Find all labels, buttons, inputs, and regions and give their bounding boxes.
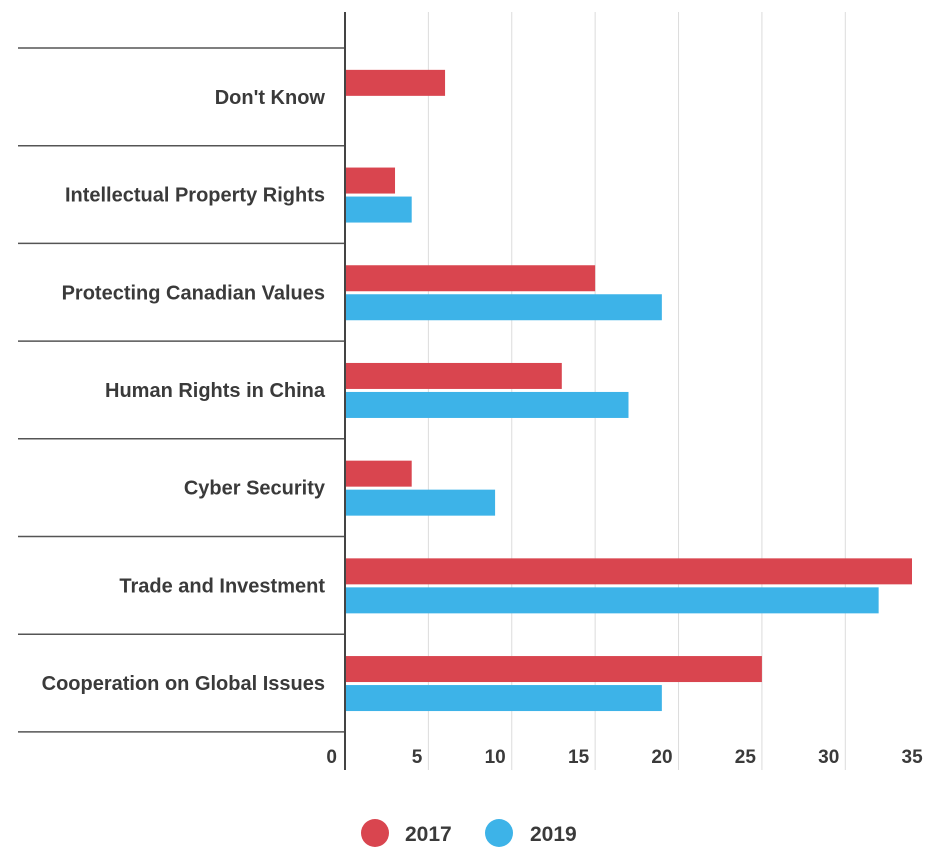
gridlines (427, 12, 846, 770)
category-labels: Don't Know Intellectual Property Rights Pr… (42, 87, 326, 695)
x-tick-label: 20 (651, 747, 672, 768)
category-separators (18, 47, 345, 733)
legend-label-2017: 2017 (405, 823, 452, 846)
x-tick-label: 35 (902, 747, 924, 768)
x-tick-label: 15 (568, 747, 590, 768)
category-label: Protecting Canadian Values (62, 282, 325, 304)
category-label: Cooperation on Global Issues (42, 673, 325, 695)
bar-2019 (345, 489, 496, 516)
x-tick-label: 5 (412, 747, 423, 768)
bar-2019 (345, 587, 879, 614)
legend-marker-2017 (361, 819, 389, 847)
legend-label-2019: 2019 (530, 823, 577, 846)
bar-2017 (345, 558, 912, 585)
x-tick-labels: 0 5 10 15 20 25 30 35 (326, 747, 923, 768)
bar-2017 (345, 265, 596, 292)
bar-2017 (345, 69, 446, 96)
bar-2019 (345, 685, 662, 712)
legend: 2017 2019 (361, 819, 577, 847)
bar-2017 (345, 167, 396, 194)
bar-2019 (345, 196, 412, 223)
bar-2017 (345, 362, 562, 389)
bar-2017 (345, 656, 762, 683)
bar-2017 (345, 460, 412, 487)
category-label: Cyber Security (184, 478, 326, 500)
category-label: Intellectual Property Rights (65, 185, 325, 207)
category-label: Human Rights in China (105, 380, 326, 402)
bar-2019 (345, 294, 662, 321)
category-label: Trade and Investment (119, 575, 325, 597)
x-tick-label: 10 (485, 747, 506, 768)
x-tick-label: 0 (326, 747, 337, 768)
category-label: Don't Know (215, 87, 326, 109)
x-tick-label: 30 (818, 747, 839, 768)
bar-2019 (345, 391, 629, 418)
x-tick-label: 25 (735, 747, 757, 768)
bars (345, 69, 912, 712)
legend-marker-2019 (485, 819, 513, 847)
